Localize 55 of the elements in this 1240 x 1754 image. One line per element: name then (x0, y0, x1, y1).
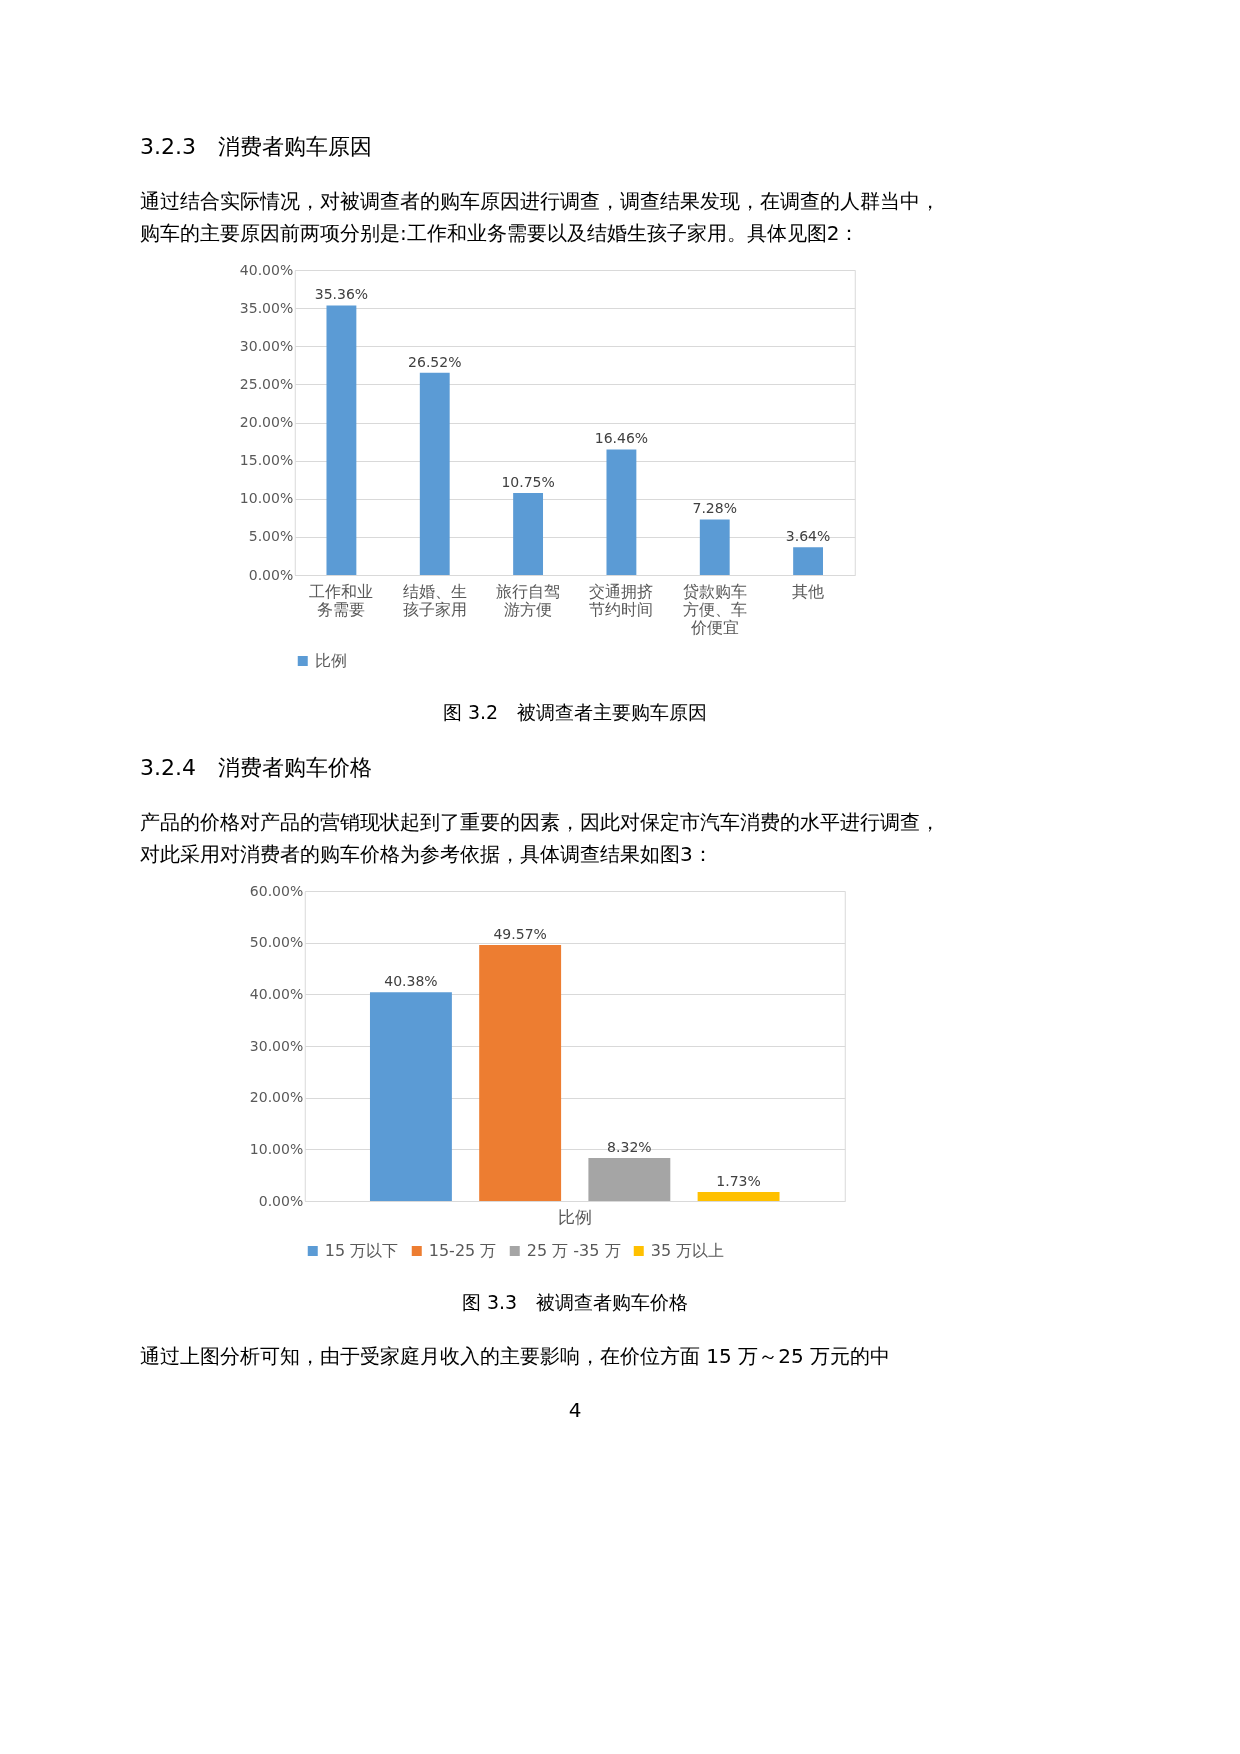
bar (699, 519, 730, 575)
y-tick-label: 50.00% (249, 934, 304, 951)
data-label: 3.64% (785, 528, 831, 545)
bar (513, 493, 544, 575)
caption: 图 3.2 被调查者主要购车原因 (442, 700, 708, 723)
y-tick-label: 5.00% (248, 528, 294, 545)
bar (697, 1192, 780, 1201)
data-label: 1.73% (716, 1173, 761, 1190)
chart-subtitle: 产品的价格对产品的营销现状起到了重要的因素，因此对保定市汽车消费的水平进行调查，对此采用对消费者的购车价格为参考依据，具体调查结果如图3： (140, 810, 940, 866)
legend-label: 15-25 万 (428, 1241, 497, 1260)
y-tick-label: 10.00% (239, 490, 294, 507)
y-tick-label: 40.00% (249, 985, 304, 1002)
text: 通过上图分析可知，由于受家庭月收入的主要影响，在价位方面 15 万～25 万元的中 (140, 1344, 890, 1368)
data-label: 7.28% (692, 500, 737, 517)
legend-label: 25 万 -35 万 (526, 1241, 621, 1260)
legend-label: 比例 (314, 651, 347, 670)
y-tick-label: 10.00% (249, 1140, 304, 1157)
legend-label: 35 万以上 (650, 1241, 725, 1260)
x-tick-label: 结婚、生孩子家用 (402, 581, 467, 619)
bar (419, 372, 450, 575)
x-tick-label: 交通拥挤节约时间 (589, 581, 654, 619)
y-tick-label: 40.00% (239, 261, 294, 278)
y-tick-label: 60.00% (249, 882, 304, 899)
chart-title: 3.2.4 消费者购车价格 (140, 755, 372, 780)
y-tick-label: 0.00% (258, 1192, 304, 1209)
data-label: 8.32% (607, 1139, 652, 1156)
bar (326, 305, 357, 575)
y-tick-label: 30.00% (249, 1037, 304, 1054)
x-tick-label: 贷款购车方便、车价便宜 (682, 581, 747, 637)
bar (479, 944, 562, 1201)
data-label: 26.52% (408, 353, 462, 370)
data-label: 10.75% (501, 474, 555, 491)
bar (588, 1158, 671, 1201)
bar (606, 449, 637, 575)
y-tick-label: 30.00% (239, 337, 294, 354)
y-tick-label: 15.00% (239, 452, 294, 469)
bar (793, 547, 824, 575)
y-tick-label: 25.00% (239, 375, 294, 392)
bar (369, 992, 452, 1201)
chart-title: 3.2.3 消费者购车原因 (140, 134, 372, 159)
caption: 图 3.3 被调查者购车价格 (461, 1290, 689, 1313)
text: 4 (568, 1398, 582, 1422)
legend-label: 15 万以下 (324, 1241, 399, 1260)
data-label: 49.57% (493, 925, 547, 942)
data-label: 35.36% (314, 286, 369, 303)
y-tick-label: 20.00% (249, 1089, 304, 1106)
data-label: 16.46% (594, 430, 649, 447)
x-tick-label: 其他 (792, 581, 825, 601)
y-tick-label: 35.00% (239, 299, 294, 316)
y-tick-label: 20.00% (239, 414, 294, 430)
x-tick-label: 旅行自驾游方便 (496, 581, 561, 619)
x-tick-label: 工作和业务需要 (309, 581, 374, 619)
data-label: 40.38% (384, 973, 438, 990)
y-tick-label: 0.00% (248, 566, 294, 583)
chart-subtitle: 通过结合实际情况，对被调查者的购车原因进行调查，调查结果发现，在调查的人群当中，购车的主要原因前两项分别是:工作和业务需要以及结婚生孩子家用。具体见图2： (140, 189, 940, 245)
